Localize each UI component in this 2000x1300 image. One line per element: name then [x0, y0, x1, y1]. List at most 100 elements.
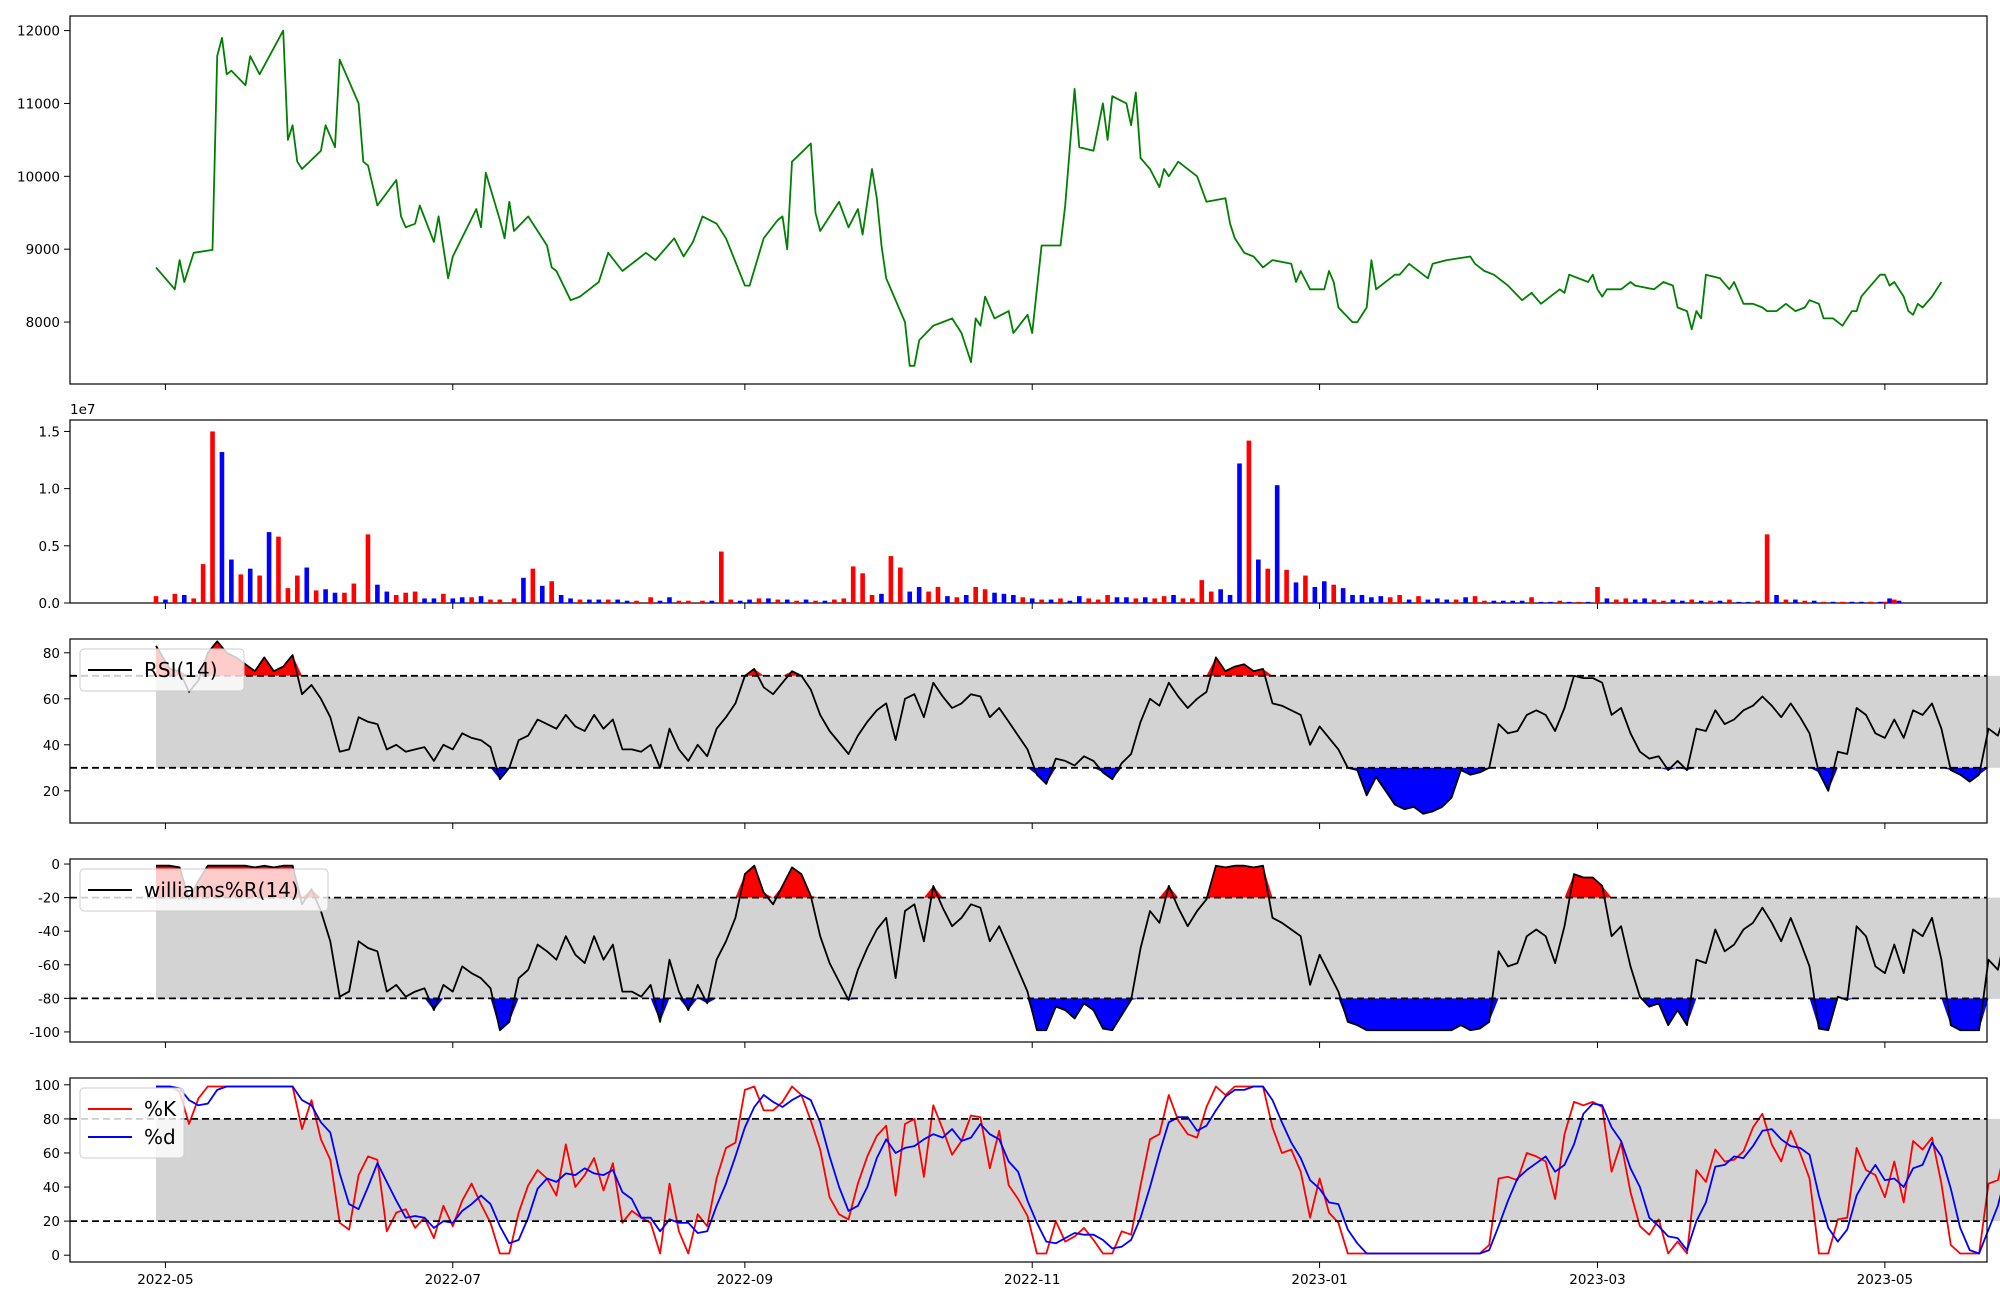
volume-bar [153, 596, 159, 603]
williams-overbought-fill [156, 865, 2000, 898]
volume-bar [375, 584, 380, 603]
volume-bar [1576, 601, 1581, 603]
volume-bar [973, 586, 978, 603]
volume-bar [737, 600, 743, 603]
volume-bar [1887, 598, 1892, 603]
volume-bar [332, 592, 338, 603]
volume-bar [1472, 596, 1478, 603]
volume-bar [1642, 598, 1647, 603]
stoch-ytick-label: 20 [43, 1214, 60, 1230]
x-tick-label: 2023-03 [1569, 1272, 1625, 1288]
volume-bar [1896, 600, 1902, 603]
volume-ytick-label: 0.5 [39, 539, 60, 555]
volume-bar [1086, 598, 1092, 603]
volume-bar [1623, 598, 1629, 603]
rsi-panel: 20 40 60 80 RSI(14) [43, 638, 2000, 829]
volume-bar [1227, 594, 1233, 603]
volume-bar [898, 567, 903, 603]
volume-bar [1557, 600, 1563, 603]
volume-bar [210, 431, 215, 603]
volume-bar [1237, 463, 1242, 603]
volume-bar [1614, 599, 1619, 603]
volume-bar [1689, 599, 1695, 603]
williams-frame [69, 858, 1988, 1043]
volume-ytick-label: 1.5 [39, 424, 60, 440]
volume-bar [1397, 594, 1402, 603]
volume-bar [822, 600, 828, 603]
rsi-ytick-label: 80 [43, 646, 60, 662]
volume-bar [1029, 598, 1035, 603]
williams-ytick-label: 0 [51, 857, 60, 873]
volume-bar [1830, 601, 1836, 603]
volume-bar [907, 591, 913, 603]
volume-bar [257, 575, 262, 603]
x-tick-label: 2022-09 [717, 1272, 773, 1288]
stoch-legend-box [79, 1087, 185, 1159]
volume-bar [615, 599, 620, 603]
volume-bar [181, 594, 187, 603]
stoch-band [156, 1118, 2000, 1222]
volume-bar [1529, 597, 1534, 603]
volume-bar [1387, 597, 1393, 603]
volume-bar [1077, 596, 1082, 603]
volume-bar [1793, 599, 1798, 603]
volume-bar [558, 594, 564, 603]
volume-bar [1378, 596, 1384, 603]
stoch-legend-label: %d [144, 1125, 176, 1149]
volume-bar [1764, 534, 1770, 603]
volume-bar [266, 532, 272, 603]
volume-ytick-label: 1.0 [39, 482, 60, 498]
volume-bar [686, 600, 691, 603]
volume-bar [709, 600, 715, 603]
rsi-ytick-label: 20 [43, 784, 60, 800]
price-ytick-label: 9000 [26, 242, 60, 258]
williams-ytick-label: -80 [38, 991, 60, 1007]
volume-bar [1859, 601, 1864, 603]
volume-bar [247, 568, 253, 603]
volume-bar [1303, 575, 1308, 603]
x-tick-label: 2023-05 [1857, 1272, 1913, 1288]
volume-bar [412, 591, 418, 603]
volume-bar [1802, 600, 1808, 603]
volume-bar [982, 589, 988, 603]
volume-bar [450, 598, 456, 603]
volume-bar [587, 599, 592, 603]
volume-bar [1868, 601, 1874, 603]
volume-bar [295, 575, 300, 603]
volume-bar [794, 600, 799, 603]
volume-bar [1538, 601, 1544, 603]
volume-bar [756, 598, 762, 603]
volume-bar [1020, 597, 1026, 603]
x-tick-label: 2022-07 [425, 1272, 481, 1288]
volume-bar [1369, 597, 1374, 603]
volume-bar [1321, 581, 1327, 603]
volume-bar [1265, 568, 1271, 603]
volume-bar [1632, 599, 1638, 603]
volume-bar [521, 577, 526, 603]
stoch-ytick-label: 0 [51, 1248, 60, 1264]
volume-bar [676, 600, 682, 603]
williams-ytick-label: -100 [29, 1025, 60, 1041]
volume-bar [1274, 485, 1280, 603]
volume-bar [963, 594, 969, 603]
volume-bar [850, 566, 856, 603]
stoch-ytick-label: 40 [43, 1180, 60, 1196]
volume-bar [511, 598, 517, 603]
volume-bar [304, 567, 310, 603]
volume-bar [1811, 600, 1817, 603]
volume-bar [219, 452, 225, 603]
williams-legend-box [79, 868, 329, 912]
stoch-panel: 0 20 40 60 80 100 2022-05 2022-07 2022-09 2022-11… [34, 1077, 2000, 1288]
volume-bar [1727, 599, 1732, 603]
volume-bar [1821, 601, 1826, 603]
volume-bar [624, 600, 630, 603]
stoch-ytick-label: 80 [43, 1112, 60, 1128]
volume-bar [1500, 600, 1506, 603]
volume-bar [1406, 599, 1412, 603]
volume-bar [1293, 582, 1299, 603]
volume-bar [323, 589, 328, 603]
volume-bar [1774, 594, 1779, 603]
volume-bar [1190, 598, 1195, 603]
williams-ytick-label: -60 [38, 958, 60, 974]
volume-bar [1218, 589, 1223, 603]
